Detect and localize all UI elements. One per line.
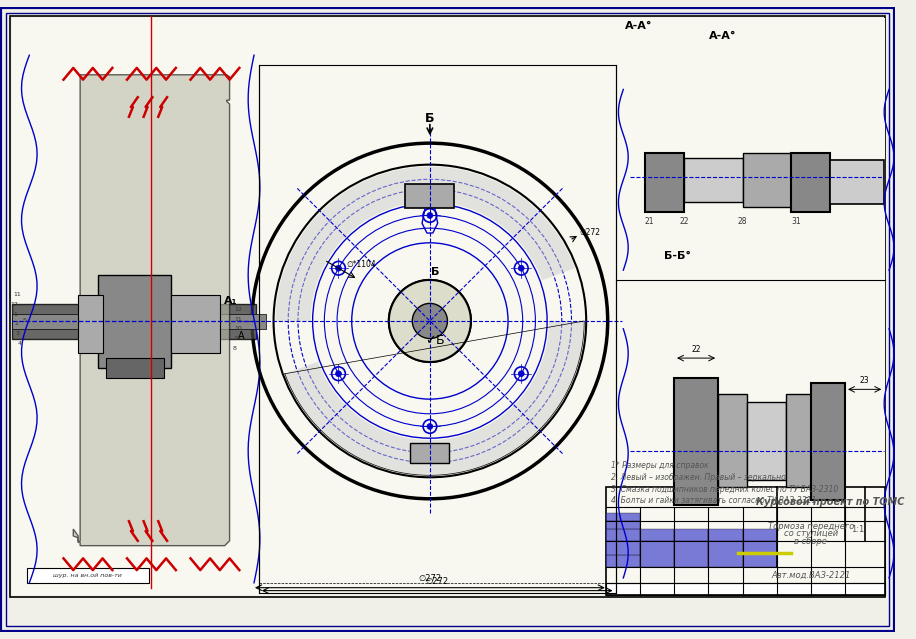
Bar — [605, 487, 885, 594]
Bar — [811, 383, 845, 500]
Text: 9: 9 — [234, 336, 238, 341]
Bar — [171, 295, 220, 353]
Text: 12: 12 — [234, 307, 243, 312]
Bar — [605, 513, 640, 521]
Text: ∅272: ∅272 — [419, 574, 442, 583]
Text: Б: Б — [425, 112, 434, 125]
Text: 22: 22 — [692, 345, 701, 354]
Text: А-А°: А-А° — [709, 31, 736, 41]
Bar — [645, 153, 684, 212]
Polygon shape — [73, 75, 230, 546]
Circle shape — [388, 280, 471, 362]
Text: 3: 3 — [16, 331, 19, 336]
Bar — [708, 541, 743, 567]
Text: ∅272: ∅272 — [580, 228, 601, 237]
Bar — [78, 295, 103, 353]
Text: А: А — [237, 330, 245, 341]
Bar — [674, 529, 708, 541]
Text: 4: 4 — [17, 341, 22, 346]
Circle shape — [518, 371, 524, 376]
Bar — [98, 275, 171, 368]
Circle shape — [335, 371, 342, 376]
Bar — [708, 529, 743, 541]
Text: со ступицей: со ступицей — [784, 530, 838, 539]
Text: 22: 22 — [679, 217, 689, 226]
Text: Тормоза переднего: Тормоза переднего — [768, 521, 854, 530]
Bar — [105, 358, 164, 378]
Circle shape — [518, 265, 524, 271]
Text: 1:1: 1:1 — [851, 525, 865, 534]
Bar — [605, 583, 885, 594]
Text: 31: 31 — [791, 217, 802, 226]
Bar — [684, 158, 743, 202]
Circle shape — [412, 304, 447, 339]
Text: 12: 12 — [11, 302, 18, 307]
Text: 23: 23 — [860, 376, 869, 385]
Text: 11: 11 — [14, 292, 21, 297]
Bar — [640, 529, 674, 541]
Text: ∅272: ∅272 — [426, 577, 449, 586]
Bar — [743, 541, 777, 567]
Text: А-А°: А-А° — [626, 21, 653, 31]
Bar — [27, 568, 149, 583]
Text: 2: 2 — [15, 321, 18, 327]
Text: 11: 11 — [234, 316, 242, 321]
Bar — [605, 555, 640, 567]
Bar — [605, 521, 640, 529]
Text: 1: 1 — [14, 312, 17, 317]
Bar — [743, 153, 791, 206]
Bar — [787, 394, 811, 487]
Bar — [605, 541, 640, 555]
Bar — [831, 160, 884, 204]
Text: 1* Размеры для справок: 1* Размеры для справок — [611, 461, 708, 470]
Text: Б-Б°: Б-Б° — [664, 250, 692, 261]
Circle shape — [427, 424, 432, 429]
Text: 21: 21 — [645, 217, 654, 226]
Text: 28: 28 — [737, 217, 747, 226]
Bar — [743, 529, 777, 541]
Text: 10: 10 — [234, 327, 242, 331]
Text: в сборе: в сборе — [794, 537, 827, 546]
Text: Б: Б — [431, 267, 439, 277]
Text: 8: 8 — [233, 346, 236, 351]
Bar — [12, 314, 266, 329]
Text: $\checkmark$Б: $\checkmark$Б — [425, 334, 445, 347]
Bar — [605, 529, 640, 541]
Circle shape — [335, 265, 342, 271]
Bar — [747, 402, 787, 481]
Text: А₁: А₁ — [224, 296, 237, 307]
Text: 3. Смазка подшипников передних колес по ТУ ВАЗ-2310: 3. Смазка подшипников передних колес по … — [611, 484, 838, 493]
Bar — [791, 153, 831, 212]
Bar — [674, 378, 718, 505]
Circle shape — [427, 213, 432, 219]
Polygon shape — [276, 167, 575, 321]
Bar — [410, 443, 450, 463]
Bar — [259, 65, 616, 592]
Text: 4. Болты и гайки затягивать согласно ТУ ВАЗ-2311: 4. Болты и гайки затягивать согласно ТУ … — [611, 497, 816, 505]
Bar — [406, 184, 454, 208]
Text: шур. на вн.ой пов-ти: шур. на вн.ой пов-ти — [53, 573, 123, 578]
Bar — [640, 541, 674, 567]
Text: Авт.мод.ВАЗ-2121: Авт.мод.ВАЗ-2121 — [771, 571, 851, 580]
Polygon shape — [285, 321, 584, 475]
Text: ∅*1104: ∅*1104 — [346, 260, 376, 269]
Text: Курсовой проект по ТОМС: Курсовой проект по ТОМС — [757, 497, 905, 507]
Bar — [674, 541, 708, 567]
Text: 5: 5 — [23, 318, 27, 323]
Bar — [12, 304, 256, 339]
Text: 2. Левый – изображен. Правый – зеркально: 2. Левый – изображен. Правый – зеркально — [611, 473, 785, 482]
Bar — [718, 394, 747, 487]
